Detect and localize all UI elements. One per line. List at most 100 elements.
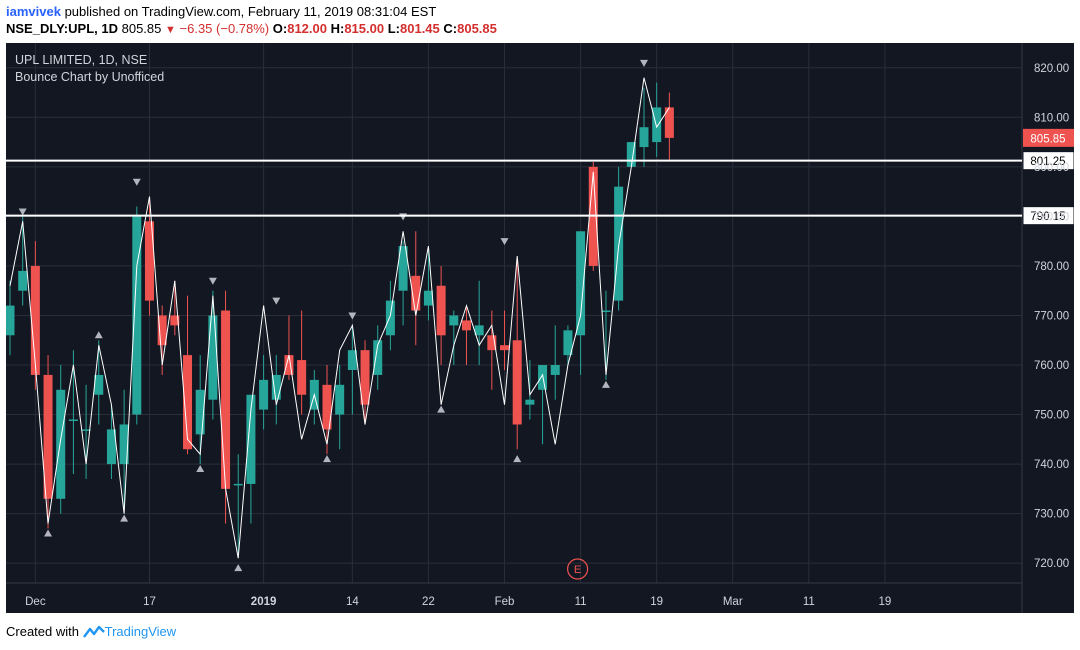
- time-tick-label: 11: [803, 596, 815, 608]
- candle-body: [347, 350, 357, 370]
- high-label: H:: [330, 21, 345, 36]
- time-tick-label: 22: [422, 596, 435, 608]
- candle-body: [360, 350, 370, 405]
- time-tick-label: Dec: [25, 596, 46, 608]
- candle-body: [195, 389, 205, 435]
- price-tick-label: 810.00: [1034, 112, 1069, 124]
- bounce-line: [9, 77, 670, 559]
- candle-body: [30, 265, 40, 375]
- candle-body: [297, 360, 307, 395]
- last-price-box: [1023, 128, 1074, 147]
- candle-body: [423, 290, 433, 306]
- close-value: 805.85: [457, 21, 497, 36]
- marker-down-icon: [132, 178, 141, 186]
- candle-body: [461, 320, 471, 331]
- time-axis: Dec 17 2019 14 22 Feb 11 19 Mar 11 19: [25, 596, 891, 608]
- marker-down-icon: [272, 297, 281, 305]
- time-tick-label: 11: [575, 596, 587, 608]
- candle-body: [119, 424, 129, 465]
- marker-up-icon: [601, 380, 610, 388]
- candle-body: [385, 300, 395, 336]
- price-tick-label: 800.00: [1034, 162, 1069, 174]
- footer: Created with TradingView: [6, 624, 176, 642]
- last-price-label: 805.85: [1030, 133, 1065, 145]
- symbol-line: NSE_DLY:UPL, 1D 805.85 ▼ −6.35 (−0.78%) …: [6, 21, 497, 36]
- candle-body: [132, 216, 142, 415]
- price-tick-label: 740.00: [1034, 459, 1069, 471]
- tradingview-link[interactable]: TradingView: [104, 624, 177, 639]
- marker-up-icon: [196, 465, 205, 473]
- candle-body: [500, 345, 510, 351]
- candle-body: [208, 315, 218, 400]
- candle-body: [170, 315, 180, 326]
- price-tick-label: 720.00: [1034, 558, 1069, 570]
- marker-up-icon: [323, 455, 331, 463]
- candle-body: [106, 429, 116, 465]
- candle-body: [487, 335, 497, 351]
- marker-down-icon: [348, 312, 357, 320]
- price-tick-label: 780.00: [1034, 261, 1069, 273]
- marker-down-icon: [640, 59, 648, 67]
- candle-body: [550, 365, 560, 375]
- marker-up-icon: [120, 514, 129, 522]
- price-change: −6.35 (−0.78%): [179, 21, 270, 36]
- published-text: published on TradingView.com, February 1…: [64, 4, 437, 19]
- earnings-circle: [566, 558, 589, 580]
- candle-body: [664, 107, 674, 138]
- author-link[interactable]: iamvivek: [6, 4, 61, 19]
- candle-body: [81, 429, 91, 431]
- price-tick-label: 750.00: [1034, 410, 1069, 422]
- time-tick-label: 2019: [251, 596, 277, 608]
- price-tick-label: 790.00: [1034, 211, 1069, 223]
- candle-body: [94, 374, 104, 395]
- time-tick-label: 19: [650, 596, 663, 608]
- down-arrow-icon: ▼: [165, 24, 176, 36]
- candle-body: [284, 355, 294, 375]
- candle-body: [639, 127, 649, 148]
- candle-body: [18, 270, 28, 291]
- last-price: 805.85: [121, 21, 162, 36]
- marker-up-icon: [94, 331, 103, 339]
- candle-body: [373, 340, 383, 375]
- candle-body: [563, 330, 573, 356]
- candle-body: [474, 325, 484, 336]
- candlestick-chart[interactable]: 801.25 790.15 720.00 730.00 740.00 750.00 760…: [6, 43, 1074, 615]
- marker-up-icon: [437, 405, 446, 413]
- candle-body: [601, 310, 611, 313]
- marker-up-icon: [234, 564, 243, 572]
- candle-body: [626, 142, 636, 167]
- candle-body: [56, 389, 66, 499]
- time-tick-label: 19: [879, 596, 892, 608]
- candle-body: [652, 107, 662, 143]
- chart-title: UPL LIMITED, 1D, NSE: [15, 53, 147, 67]
- chart-subtitle: Bounce Chart by Unofficed: [15, 70, 164, 84]
- candle-body: [246, 394, 256, 484]
- open-label: O:: [272, 21, 288, 36]
- candle-body: [335, 384, 345, 415]
- time-tick-label: Feb: [495, 596, 515, 608]
- created-with-label: Created with: [6, 624, 79, 639]
- marker-down-icon: [500, 238, 509, 246]
- candle-body: [157, 315, 167, 346]
- price-tick-label: 730.00: [1034, 509, 1069, 521]
- level-lines: 801.25 790.15: [6, 151, 1074, 226]
- high-value: 815.00: [344, 21, 385, 36]
- publish-line: iamvivek published on TradingView.com, F…: [6, 4, 436, 19]
- candle-body: [144, 221, 154, 301]
- time-tick-label: 14: [346, 596, 359, 608]
- candle-body: [221, 310, 231, 489]
- candle-body: [525, 399, 535, 405]
- candle-body: [43, 374, 53, 499]
- price-tick-label: 820.00: [1034, 63, 1069, 75]
- candle-body: [436, 285, 446, 336]
- tradingview-logo-icon: [82, 625, 105, 642]
- time-tick-label: 17: [143, 596, 156, 608]
- earnings-marker[interactable]: E: [566, 558, 589, 580]
- candle-body: [183, 355, 193, 450]
- candle-body: [322, 384, 332, 430]
- candle-body: [271, 374, 281, 400]
- candle-body: [259, 379, 269, 410]
- candle-body: [233, 483, 243, 486]
- low-value: 801.45: [400, 21, 440, 36]
- candle-body: [576, 231, 586, 336]
